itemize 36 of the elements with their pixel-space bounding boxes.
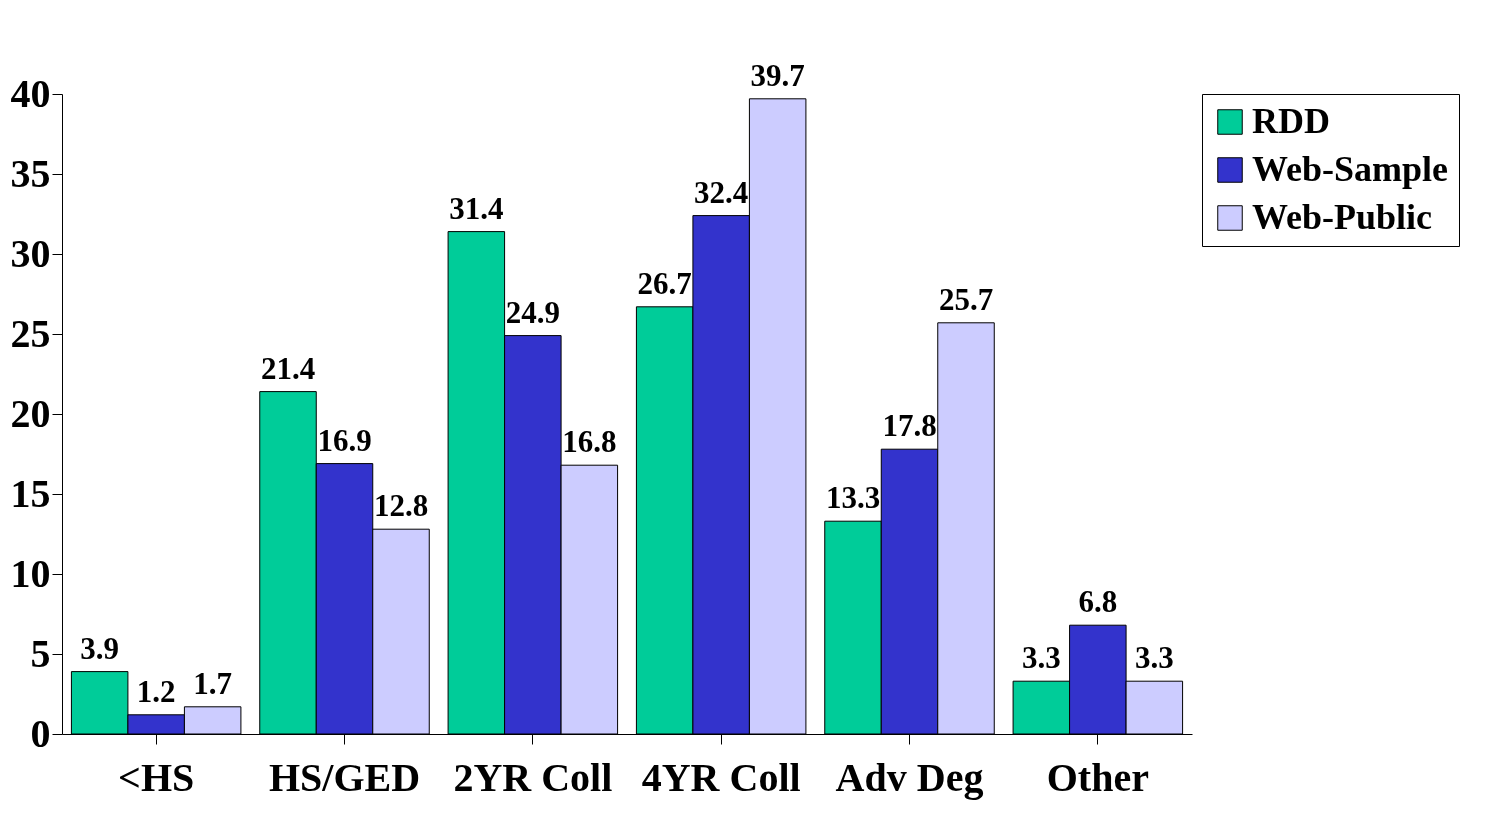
y-tick-label: 25 [10, 310, 51, 356]
y-tick-label: 10 [10, 550, 51, 596]
data-label: 39.7 [750, 57, 805, 93]
data-label: 24.9 [505, 294, 560, 330]
data-label: 26.7 [637, 265, 692, 301]
data-label: 21.4 [260, 350, 316, 386]
y-tick-label: 0 [30, 710, 51, 756]
data-label: 12.8 [373, 488, 429, 524]
y-tick-label: 30 [10, 230, 51, 276]
x-tick-label: HS/GED [268, 754, 421, 800]
x-tick-label: 2YR Coll [453, 754, 613, 800]
y-tick-label: 5 [30, 630, 51, 676]
legend-label: Web-Sample [1252, 149, 1449, 189]
data-label: 31.4 [449, 190, 504, 226]
data-label: 25.7 [938, 281, 994, 317]
legend-label: Web-Public [1252, 197, 1433, 237]
x-tick-label: Adv Deg [835, 754, 984, 800]
data-label: 3.3 [1134, 640, 1174, 676]
data-label: 16.8 [562, 424, 617, 460]
data-label: 16.9 [317, 422, 372, 458]
y-tick-label: 15 [10, 470, 51, 516]
x-tick-label: 4YR Coll [641, 754, 801, 800]
x-tick-label: Other [1046, 754, 1149, 800]
data-label: 6.8 [1078, 584, 1118, 620]
x-tick-label: <HS [118, 754, 195, 800]
y-tick-label: 20 [10, 390, 51, 436]
data-label: 1.2 [136, 673, 176, 709]
data-label: 3.3 [1021, 640, 1061, 676]
data-label: 32.4 [694, 174, 749, 210]
data-label: 17.8 [882, 408, 937, 444]
data-label: 13.3 [825, 480, 881, 516]
y-tick-label: 35 [10, 150, 51, 196]
data-label: 1.7 [193, 665, 233, 701]
data-label: 3.9 [80, 630, 120, 666]
y-tick-label: 40 [10, 70, 51, 116]
legend-label: RDD [1252, 101, 1330, 141]
